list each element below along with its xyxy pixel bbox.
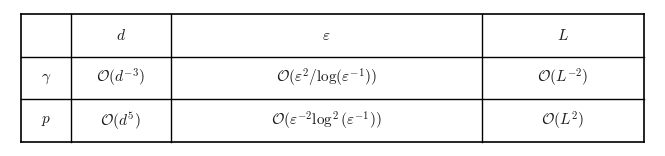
Text: $\mathcal{O}(\varepsilon^2/\log(\varepsilon^{-1}))$: $\mathcal{O}(\varepsilon^2/\log(\varepsi… (276, 67, 376, 89)
Text: $L$: $L$ (557, 28, 569, 43)
Text: $\mathcal{O}(L^{2})$: $\mathcal{O}(L^{2})$ (541, 110, 585, 132)
Text: $d$: $d$ (116, 28, 126, 43)
Text: $\mathcal{O}(\varepsilon^{-2}\log^2(\varepsilon^{-1}))$: $\mathcal{O}(\varepsilon^{-2}\log^2(\var… (271, 110, 382, 132)
Text: $\mathcal{O}(L^{-2})$: $\mathcal{O}(L^{-2})$ (537, 67, 589, 89)
Text: $\varepsilon$: $\varepsilon$ (322, 28, 331, 43)
Text: $\gamma$: $\gamma$ (41, 71, 51, 85)
Text: $\mathcal{O}(d^{5})$: $\mathcal{O}(d^{5})$ (100, 110, 141, 132)
Text: $\mathcal{O}(d^{-3})$: $\mathcal{O}(d^{-3})$ (96, 67, 146, 89)
Text: $p$: $p$ (41, 113, 51, 128)
